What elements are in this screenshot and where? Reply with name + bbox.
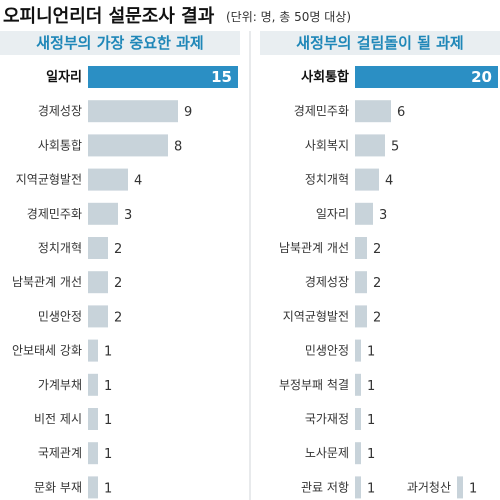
value-label-0-2: 8 (174, 139, 182, 154)
bar-1-6 (355, 271, 367, 294)
bar-0-9 (88, 373, 98, 396)
category-label-0-10: 비전 제시 (34, 412, 82, 426)
category-label-1-3: 정치개혁 (305, 173, 349, 187)
value-label-1-7: 2 (373, 310, 381, 325)
category-label-0-5: 정치개혁 (38, 241, 82, 255)
value-label-0-10: 1 (104, 413, 112, 428)
category-label-1-1: 경제민주화 (294, 104, 349, 118)
bar-0-0 (88, 66, 238, 88)
value-label-0-7: 2 (114, 310, 122, 325)
value-label-0-8: 1 (104, 345, 112, 360)
bar-0-1 (88, 100, 178, 123)
category-label-0-1: 경제성장 (38, 104, 82, 118)
bar-1-5 (355, 237, 367, 259)
value-label-1-12: 1 (367, 481, 375, 496)
category-label-1-2: 사회복지 (305, 138, 349, 152)
bar-1-9 (355, 373, 361, 396)
right-panel-title: 새정부의 걸림돌이 될 과제 (296, 34, 463, 52)
bar-1-3 (355, 168, 379, 191)
bar-1-4 (355, 202, 373, 225)
bar-0-11 (88, 442, 98, 465)
bar-0-2 (88, 134, 168, 157)
left-panel-header (0, 31, 240, 55)
bar-0-6 (88, 271, 108, 294)
value-label-1-2: 5 (391, 139, 399, 154)
left-bars: 일자리 15 경제성장 9 사회통합 8 지역균형발전 4 경제민주화 3 정치개혁 2 남북관계 개선… (12, 66, 238, 499)
category-label-1-4: 일자리 (316, 207, 349, 221)
category-label-0-3: 지역균형발전 (16, 173, 82, 187)
chart-subtitle: (단위: 명, 총 50명 대상) (226, 10, 351, 24)
value-label-0-4: 3 (124, 208, 132, 223)
value-label-1-8: 1 (367, 345, 375, 360)
bar-1-11 (355, 442, 361, 465)
bar-0-5 (88, 237, 108, 259)
value-label-1-13: 1 (469, 481, 477, 496)
category-label-0-2: 사회통합 (38, 138, 82, 152)
value-label-0-1: 9 (184, 105, 192, 120)
category-label-0-8: 안보태세 강화 (12, 344, 82, 358)
chart-title: 오피니언리더 설문조사 결과 (3, 6, 215, 27)
right-bars: 사회통합 20 경제민주화 6 사회복지 5 정치개혁 4 일자리 3 남북관계 개선 2 경제성장 2 지… (279, 66, 498, 499)
value-label-1-1: 6 (397, 105, 405, 120)
bar-0-10 (88, 408, 98, 430)
bar-1-10 (355, 408, 361, 430)
category-label-1-10: 국가재정 (305, 412, 349, 426)
value-label-1-3: 4 (385, 174, 393, 189)
category-label-1-13: 과거청산 (407, 480, 451, 494)
category-label-1-0: 사회통합 (301, 69, 349, 85)
bar-1-2 (355, 134, 385, 157)
value-label-1-5: 2 (373, 242, 381, 257)
value-label-0-0: 15 (211, 68, 232, 86)
left-panel: 새정부의 가장 중요한 과제 일자리 15 경제성장 9 사회통합 8 지역균형발전 4 경제민… (0, 31, 240, 499)
category-label-0-7: 민생안정 (38, 309, 82, 323)
value-label-1-0: 20 (471, 68, 492, 86)
bar-1-8 (355, 339, 361, 362)
value-label-1-6: 2 (373, 276, 381, 291)
category-label-0-9: 가계부채 (38, 378, 82, 392)
bar-1-0 (355, 66, 498, 88)
right-panel-header (260, 31, 500, 55)
right-panel: 새정부의 걸림돌이 될 과제 사회통합 20 경제민주화 6 사회복지 5 정치개혁 4 일자리… (260, 31, 500, 499)
category-label-0-12: 문화 부재 (34, 480, 82, 494)
bar-1-13 (457, 476, 463, 499)
bar-0-7 (88, 305, 108, 328)
category-label-1-8: 민생안정 (305, 344, 349, 358)
category-label-0-11: 국제관계 (38, 446, 82, 460)
bar-1-7 (355, 305, 367, 328)
value-label-0-6: 2 (114, 276, 122, 291)
left-panel-title: 새정부의 가장 중요한 과제 (36, 34, 203, 52)
bar-0-4 (88, 202, 118, 225)
category-label-1-6: 경제성장 (305, 275, 349, 289)
value-label-0-11: 1 (104, 447, 112, 462)
category-label-1-9: 부정부패 척결 (279, 378, 349, 392)
value-label-1-11: 1 (367, 447, 375, 462)
value-label-1-9: 1 (367, 379, 375, 394)
value-label-0-5: 2 (114, 242, 122, 257)
bar-1-12 (355, 476, 361, 499)
category-label-0-6: 남북관계 개선 (12, 275, 82, 289)
value-label-1-10: 1 (367, 413, 375, 428)
category-label-0-4: 경제민주화 (27, 207, 82, 221)
value-label-0-12: 1 (104, 481, 112, 496)
value-label-0-9: 1 (104, 379, 112, 394)
bar-0-8 (88, 339, 98, 362)
category-label-0-0: 일자리 (46, 69, 82, 85)
category-label-1-7: 지역균형발전 (283, 309, 349, 323)
category-label-1-5: 남북관계 개선 (279, 241, 349, 255)
bar-0-3 (88, 168, 128, 191)
category-label-1-11: 노사문제 (305, 446, 349, 460)
value-label-1-4: 3 (379, 208, 387, 223)
category-label-1-12: 관료 저항 (301, 480, 349, 494)
bar-1-1 (355, 100, 391, 123)
bar-0-12 (88, 476, 98, 499)
value-label-0-3: 4 (134, 174, 142, 189)
